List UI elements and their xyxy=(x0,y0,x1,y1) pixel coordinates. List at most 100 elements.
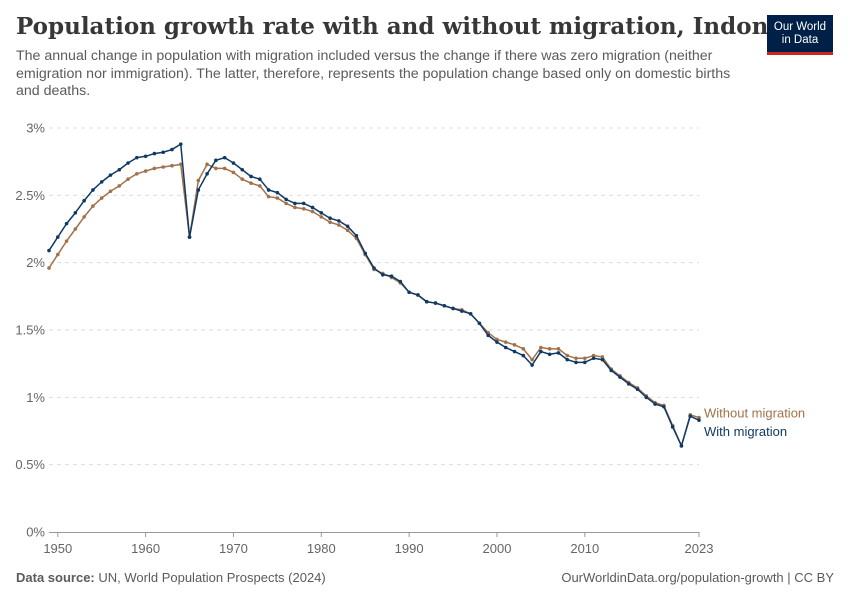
data-point xyxy=(380,272,385,277)
x-axis: 1950 1960 1970 1980 1990 2000 2010 2023 xyxy=(43,532,713,556)
data-point xyxy=(82,198,86,203)
data-point xyxy=(635,387,640,392)
data-point xyxy=(187,235,192,239)
data-point xyxy=(618,375,622,379)
data-point xyxy=(521,353,526,358)
data-point xyxy=(310,209,315,214)
y-tick-label: 3% xyxy=(26,121,45,136)
data-point xyxy=(372,266,376,270)
data-point xyxy=(319,211,324,215)
legend: Without migration With migration xyxy=(704,406,805,440)
logo-line-2: in Data xyxy=(781,33,819,46)
series-lines xyxy=(47,142,701,448)
data-point xyxy=(73,211,78,215)
x-tick-label: 2010 xyxy=(570,541,599,556)
data-point xyxy=(609,368,613,373)
data-point xyxy=(196,178,201,183)
data-point xyxy=(424,299,429,304)
y-tick-label: 1.5% xyxy=(15,323,45,338)
y-tick-label: 2.5% xyxy=(15,188,45,203)
data-point xyxy=(178,142,183,146)
data-point xyxy=(293,205,297,210)
data-point xyxy=(565,357,570,362)
data-point xyxy=(328,216,332,221)
data-point xyxy=(108,189,113,194)
source-url[interactable]: OurWorldinData.org/population-growth | C… xyxy=(561,570,834,585)
data-point xyxy=(275,196,280,200)
data-point xyxy=(222,155,227,160)
data-point xyxy=(477,321,482,326)
legend-label: With migration xyxy=(704,424,787,439)
data-point xyxy=(512,343,517,347)
data-point xyxy=(126,177,130,181)
data-point xyxy=(249,174,253,179)
data-point xyxy=(688,414,693,418)
data-point xyxy=(626,382,631,386)
data-point xyxy=(345,228,350,233)
data-point xyxy=(205,162,209,167)
data-point xyxy=(574,360,578,365)
data-point xyxy=(258,177,262,181)
data-point xyxy=(161,150,165,155)
y-axis: 0% 0.5% 1% 1.5% 2% 2.5% 3% xyxy=(15,121,45,540)
data-point xyxy=(99,180,104,184)
y-tick-label: 2% xyxy=(26,255,45,270)
data-point xyxy=(266,188,271,192)
data-point xyxy=(258,184,262,188)
data-point xyxy=(301,207,306,211)
data-point xyxy=(99,196,104,200)
x-tick-label: 2023 xyxy=(685,541,714,556)
x-tick-label: 1990 xyxy=(395,541,424,556)
data-point xyxy=(240,177,245,181)
data-source-label: Data source: xyxy=(16,570,95,585)
data-point xyxy=(398,279,403,284)
data-point xyxy=(565,353,570,358)
data-point xyxy=(433,301,438,305)
data-point xyxy=(653,402,657,406)
data-point xyxy=(240,167,245,172)
data-point xyxy=(143,154,148,159)
chart-header: Population growth rate with and without … xyxy=(16,12,820,101)
data-point xyxy=(547,352,552,357)
data-point xyxy=(354,233,359,238)
data-point xyxy=(697,415,701,420)
data-point xyxy=(284,197,288,202)
data-point xyxy=(521,347,526,351)
series-line xyxy=(48,143,700,447)
data-point xyxy=(117,184,122,188)
data-point xyxy=(284,201,288,206)
owid-logo[interactable]: Our World in Data xyxy=(767,15,833,55)
data-point xyxy=(135,155,139,160)
data-point xyxy=(591,353,596,358)
data-point xyxy=(442,303,447,308)
data-point xyxy=(214,166,218,171)
chart-title: Population growth rate with and without … xyxy=(16,13,820,40)
data-point xyxy=(407,290,411,295)
grid-lines xyxy=(49,127,699,466)
data-point xyxy=(301,201,306,206)
line-chart: 0% 0.5% 1% 1.5% 2% 2.5% 3% 1950 1960 1970 1980 199… xyxy=(15,121,805,557)
data-point xyxy=(178,162,183,167)
series-without-migration xyxy=(47,162,701,448)
data-point xyxy=(495,337,499,342)
data-point xyxy=(91,188,95,192)
data-point xyxy=(170,163,174,168)
logo-line-1: Our World xyxy=(773,20,827,33)
data-point xyxy=(275,190,280,195)
data-point xyxy=(460,309,464,313)
data-point xyxy=(583,356,587,361)
data-point xyxy=(152,166,157,171)
x-tick-label: 1980 xyxy=(307,541,336,556)
data-point xyxy=(468,312,473,316)
data-point xyxy=(679,444,684,448)
data-point xyxy=(266,194,271,199)
data-point xyxy=(416,293,420,297)
data-point xyxy=(293,201,297,206)
data-source-text: UN, World Population Prospects (2024) xyxy=(98,570,326,585)
data-point xyxy=(363,251,368,256)
data-point xyxy=(231,161,236,165)
data-point xyxy=(73,227,78,231)
x-tick-label: 2000 xyxy=(483,541,512,556)
data-point xyxy=(319,215,324,219)
data-point xyxy=(47,266,51,270)
